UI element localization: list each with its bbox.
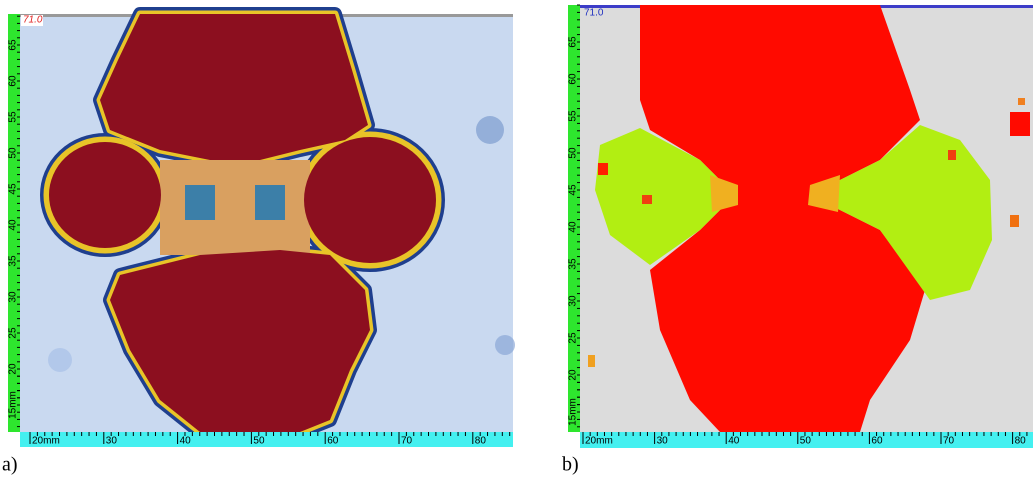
value-box bbox=[21, 15, 43, 26]
value-label: 71.0 bbox=[584, 8, 604, 19]
y-ruler-label: 30 bbox=[8, 291, 19, 303]
y-ruler-label: 40 bbox=[8, 219, 19, 231]
value-label: 71.0 bbox=[23, 15, 43, 26]
y-ruler-label: 50 bbox=[568, 147, 579, 159]
y-ruler-label: 25 bbox=[568, 332, 579, 344]
x-ruler-label: 30 bbox=[106, 436, 118, 447]
y-ruler-label: 50 bbox=[8, 147, 19, 159]
y-ruler-label: 60 bbox=[568, 73, 579, 85]
y-ruler-label: 65 bbox=[8, 39, 19, 51]
y-ruler-label: 20 bbox=[568, 369, 579, 381]
y-ruler-label: 55 bbox=[568, 110, 579, 122]
y-ruler-label: 30 bbox=[568, 295, 579, 307]
x-ruler-label: 50 bbox=[253, 436, 265, 447]
x-ruler-label: 20mm bbox=[32, 436, 60, 447]
y-ruler-label: 15mm bbox=[568, 398, 579, 426]
x-ruler-label: 50 bbox=[800, 436, 812, 447]
y-ruler bbox=[568, 5, 580, 432]
x-ruler-label: 80 bbox=[475, 436, 487, 447]
y-ruler bbox=[8, 14, 20, 432]
y-ruler-label: 45 bbox=[568, 184, 579, 196]
y-ruler-label: 25 bbox=[8, 327, 19, 339]
y-ruler-label: 60 bbox=[8, 75, 19, 87]
x-ruler-label: 70 bbox=[943, 436, 955, 447]
x-ruler-label: 60 bbox=[327, 436, 339, 447]
x-ruler bbox=[20, 432, 513, 447]
y-ruler-label: 45 bbox=[8, 183, 19, 195]
y-ruler-label: 65 bbox=[568, 36, 579, 48]
y-ruler-label: 35 bbox=[8, 255, 19, 267]
x-ruler-label: 40 bbox=[728, 436, 740, 447]
x-ruler-label: 40 bbox=[180, 436, 192, 447]
x-ruler-label: 60 bbox=[871, 436, 883, 447]
y-ruler-label: 20 bbox=[8, 363, 19, 375]
y-ruler-label: 40 bbox=[568, 221, 579, 233]
panel-b-image bbox=[580, 5, 1033, 432]
x-ruler-label: 70 bbox=[401, 436, 413, 447]
panel-a-image bbox=[20, 7, 515, 439]
y-ruler-label: 55 bbox=[8, 111, 19, 123]
caption: b) bbox=[562, 454, 579, 476]
y-ruler-label: 15mm bbox=[8, 391, 19, 419]
y-ruler-label: 35 bbox=[568, 258, 579, 270]
x-ruler-label: 20mm bbox=[585, 436, 613, 447]
x-ruler-label: 80 bbox=[1015, 436, 1027, 447]
x-ruler-label: 30 bbox=[657, 436, 669, 447]
caption: a) bbox=[2, 454, 18, 476]
